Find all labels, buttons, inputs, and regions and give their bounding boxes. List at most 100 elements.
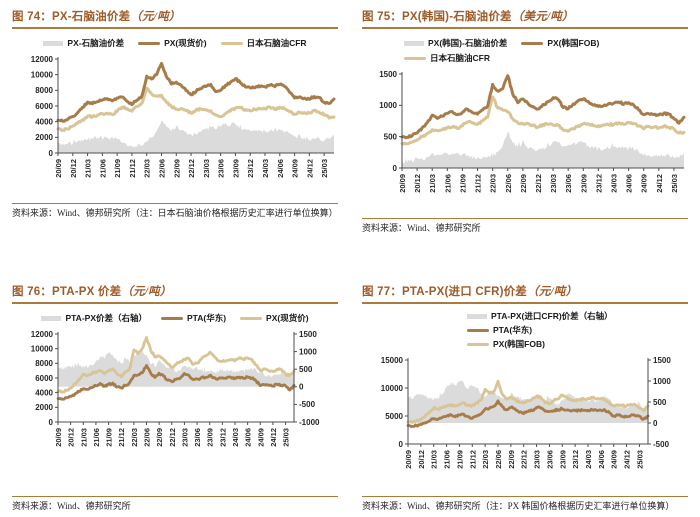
svg-text:21/12: 21/12 xyxy=(474,174,483,193)
legend-line-swatch xyxy=(467,342,489,346)
svg-text:22/09: 22/09 xyxy=(172,159,181,178)
svg-text:1500: 1500 xyxy=(299,330,317,339)
legend-area-swatch xyxy=(467,313,487,319)
legend-area-swatch xyxy=(41,315,62,321)
source-rule xyxy=(12,203,338,204)
svg-text:20/09: 20/09 xyxy=(404,450,413,469)
svg-text:22/09: 22/09 xyxy=(507,450,516,469)
legend: PTA-PX价差（右轴） PTA(华东) PX(现货价) xyxy=(12,312,338,324)
svg-text:24/06: 24/06 xyxy=(244,428,253,447)
figure-76: 图 76：PTA-PX 价差（元/吨） PTA-PX价差（右轴） PTA(华东) P… xyxy=(0,275,350,517)
svg-text:20/09: 20/09 xyxy=(398,174,407,193)
title-rule xyxy=(362,302,688,304)
legend: PTA-PX(进口CFR)价差（右轴） PTA(华东) PX(韩国FOB) xyxy=(467,310,688,350)
figure-unit: （元/吨） xyxy=(527,286,578,298)
svg-text:23/06: 23/06 xyxy=(193,428,202,447)
figure-title-text: PX(韩国)-石脑油价差 xyxy=(402,11,512,23)
svg-text:24/12: 24/12 xyxy=(655,174,664,193)
svg-text:-500: -500 xyxy=(299,400,316,409)
svg-text:24/03: 24/03 xyxy=(261,159,270,178)
source-note: 资料来源：Wind、德邦研究所（注：日本石脑油价格根据历史汇率进行单位换算） xyxy=(12,208,338,218)
svg-text:24/12: 24/12 xyxy=(623,450,632,469)
svg-text:8000: 8000 xyxy=(35,86,53,95)
legend-item: PTA(华东) xyxy=(161,312,226,324)
svg-text:23/03: 23/03 xyxy=(533,450,542,469)
source-block: 资料来源：Wind、德邦研究所（注：日本石脑油价格根据历史汇率进行单位换算） xyxy=(12,203,338,220)
legend-line-swatch xyxy=(138,41,161,45)
svg-text:20/12: 20/12 xyxy=(413,174,422,193)
svg-text:23/06: 23/06 xyxy=(545,450,554,469)
svg-text:0: 0 xyxy=(653,419,658,428)
legend-item: PX-石脑油价差 xyxy=(43,37,124,49)
svg-text:24/06: 24/06 xyxy=(276,159,285,178)
figure-74: 图 74：PX-石脑油价差（元/吨） PX-石脑油价差 PX(现货价) 日本石脑油C… xyxy=(0,0,350,275)
svg-text:10000: 10000 xyxy=(31,344,54,353)
svg-text:22/09: 22/09 xyxy=(519,174,528,193)
svg-text:1000: 1000 xyxy=(379,101,397,110)
svg-text:6000: 6000 xyxy=(35,102,53,111)
source-note: 资料来源：Wind、德邦研究所 xyxy=(12,501,131,512)
svg-text:22/03: 22/03 xyxy=(143,159,152,178)
svg-text:24/09: 24/09 xyxy=(291,159,300,178)
legend: PX-石脑油价差 PX(现货价) 日本石脑油CFR xyxy=(12,37,338,49)
figure-number: 图 74： xyxy=(12,11,52,23)
svg-text:23/09: 23/09 xyxy=(558,450,567,469)
legend-label: PX(韩国FOB) xyxy=(547,38,600,48)
source-block: 资料来源：Wind、德邦研究所 xyxy=(12,496,338,513)
figure-title-text: PX-石脑油价差 xyxy=(52,11,131,23)
svg-text:21/06: 21/06 xyxy=(92,428,101,447)
svg-text:24/09: 24/09 xyxy=(610,450,619,469)
svg-text:21/03: 21/03 xyxy=(79,428,88,447)
svg-text:23/12: 23/12 xyxy=(571,450,580,469)
svg-text:22/06: 22/06 xyxy=(143,428,152,447)
svg-text:23/12: 23/12 xyxy=(218,428,227,447)
fig77-chart: 0 5000 10000 15000 -500 0 500 1000 1500 20/09 20/1… xyxy=(381,356,672,469)
figure-number: 图 77： xyxy=(362,286,402,298)
legend-label: PX(现货价) xyxy=(164,38,207,48)
svg-text:500: 500 xyxy=(653,398,667,407)
legend-label: PTA(华东) xyxy=(187,313,227,323)
legend-item: 日本石脑油CFR xyxy=(220,37,307,49)
svg-text:0: 0 xyxy=(49,418,54,427)
title-rule xyxy=(12,27,338,29)
legend-line-swatch xyxy=(240,316,263,320)
legend-label: 日本石脑油CFR xyxy=(430,53,490,63)
legend-item: PX(韩国FOB) xyxy=(521,37,599,49)
figure-title: 图 76：PTA-PX 价差（元/吨） xyxy=(12,283,338,299)
source-rule xyxy=(12,496,338,498)
legend-item: PX(现货价) xyxy=(138,37,207,49)
svg-text:21/06: 21/06 xyxy=(443,174,452,193)
svg-text:23/03: 23/03 xyxy=(202,159,211,178)
svg-text:500: 500 xyxy=(299,365,313,374)
svg-text:23/09: 23/09 xyxy=(206,428,215,447)
svg-text:-500: -500 xyxy=(653,440,670,449)
svg-text:24/03: 24/03 xyxy=(584,450,593,469)
legend-area-swatch xyxy=(43,40,64,46)
svg-text:23/03: 23/03 xyxy=(180,428,189,447)
source-block: 资料来源：Wind、德邦研究所（注：PX 韩国价格根据历史汇率进行单位换算） xyxy=(362,496,688,513)
svg-text:10000: 10000 xyxy=(31,70,54,79)
svg-text:8000: 8000 xyxy=(35,359,53,368)
svg-text:10000: 10000 xyxy=(381,384,404,393)
source-note: 资料来源：Wind、德邦研究所 xyxy=(362,223,481,233)
legend-label: PTA-PX(进口CFR)价差（右轴） xyxy=(491,311,613,321)
figure-number: 图 76： xyxy=(12,286,52,298)
svg-text:1000: 1000 xyxy=(653,377,671,386)
legend-label: PX-石脑油价差 xyxy=(67,38,125,48)
source-rule xyxy=(362,218,688,219)
source-block: 资料来源：Wind、德邦研究所 xyxy=(362,218,688,235)
legend-label: 日本石脑油CFR xyxy=(246,38,307,48)
svg-text:0: 0 xyxy=(393,164,398,173)
svg-text:21/03: 21/03 xyxy=(430,450,439,469)
svg-text:22/12: 22/12 xyxy=(168,428,177,447)
legend-line-swatch xyxy=(521,41,544,45)
svg-text:12000: 12000 xyxy=(31,55,54,64)
svg-text:21/03: 21/03 xyxy=(84,159,93,178)
svg-text:2000: 2000 xyxy=(35,403,53,412)
svg-text:15000: 15000 xyxy=(381,356,404,365)
svg-text:5000: 5000 xyxy=(385,412,403,421)
svg-text:4000: 4000 xyxy=(35,388,53,397)
svg-text:21/12: 21/12 xyxy=(128,159,137,178)
legend-line-swatch xyxy=(467,328,489,332)
